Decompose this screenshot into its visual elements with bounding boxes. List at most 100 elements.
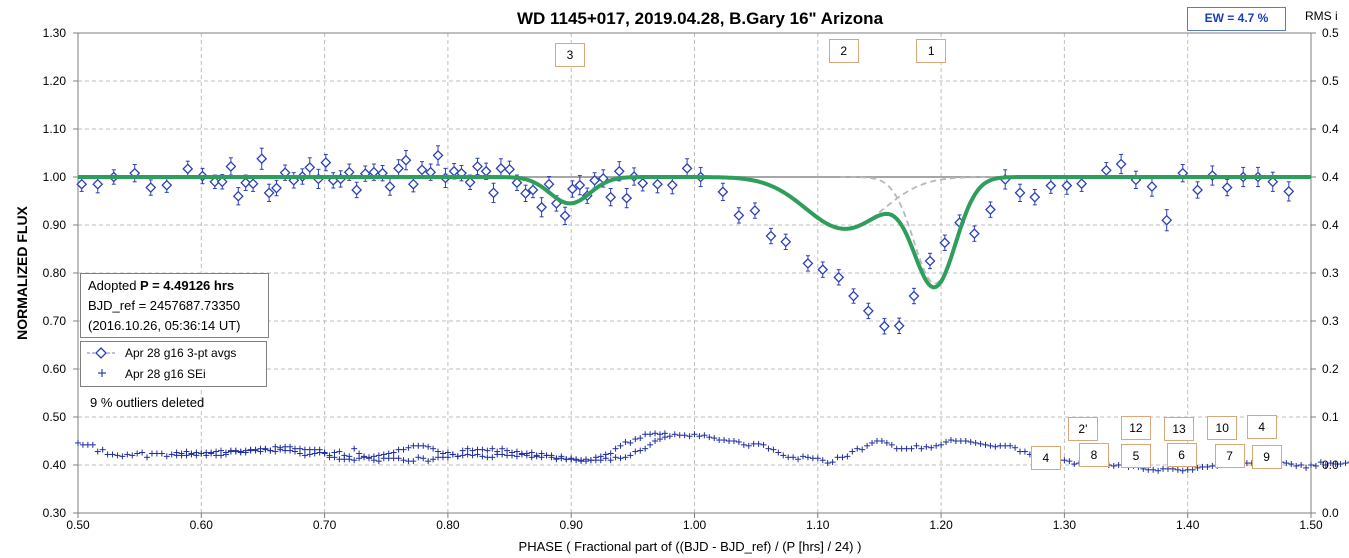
sei-point	[622, 438, 629, 445]
sei-point	[1189, 466, 1196, 473]
sei-point	[558, 453, 565, 460]
sei-point	[656, 436, 663, 443]
info-period: P = 4.49126 hrs	[140, 278, 235, 293]
sei-point	[1308, 462, 1314, 468]
sei-point	[878, 438, 885, 444]
avg-point	[1130, 170, 1142, 190]
sei-point	[696, 433, 703, 440]
sei-point	[489, 454, 496, 461]
sei-point	[420, 442, 427, 449]
avg-point	[129, 164, 141, 183]
avg-point	[1115, 153, 1127, 175]
avg-point	[1029, 188, 1041, 206]
avg-point	[765, 227, 777, 245]
sei-point	[765, 445, 772, 452]
sei-point	[824, 460, 831, 467]
sei-point	[449, 451, 456, 458]
sei-point	[1150, 466, 1157, 473]
avg-point	[304, 157, 316, 178]
sei-point	[775, 449, 782, 456]
avg-point	[780, 233, 792, 250]
sei-point	[509, 452, 516, 459]
sei-point	[607, 457, 614, 464]
y2-tick-label: 0.5	[1322, 26, 1339, 40]
sei-point	[439, 450, 446, 457]
avg-point	[543, 176, 555, 193]
avg-point	[327, 172, 339, 189]
sei-point	[425, 443, 432, 450]
sei-point	[178, 450, 185, 457]
avg-point	[908, 287, 920, 305]
avg-point	[400, 150, 412, 171]
x-tick-label: 0.60	[190, 518, 214, 532]
sei-point	[977, 440, 984, 447]
avg-point	[878, 318, 890, 335]
avg-point	[567, 180, 578, 198]
avg-point	[1177, 164, 1189, 183]
avg-point	[145, 179, 157, 196]
sei-point	[864, 442, 871, 449]
sei-point	[790, 454, 797, 461]
model-fit-curve	[78, 175, 1311, 290]
sei-point	[854, 445, 861, 452]
y2-tick-label: 0.4	[1322, 170, 1339, 184]
sei-point	[124, 451, 131, 458]
x-tick-label: 0.50	[66, 518, 90, 532]
sei-point	[607, 450, 614, 457]
sei-point	[390, 449, 397, 456]
sei-point	[346, 456, 353, 463]
model-fit	[78, 175, 1311, 290]
sei-point	[173, 449, 180, 456]
avg-point	[182, 160, 194, 178]
avg-point	[681, 158, 693, 179]
avg-series	[76, 145, 1295, 335]
sei-point	[287, 447, 294, 454]
sei-point	[232, 447, 239, 454]
sei-point	[913, 442, 920, 449]
sei-point	[849, 448, 856, 455]
avg-point	[1161, 209, 1173, 232]
x-tick-labels: 0.50 0.60 0.70 0.80 0.90 1.00 1.10 1.20 1.30 1.40…	[66, 518, 1323, 532]
sei-point	[89, 441, 96, 448]
sei-point	[459, 452, 466, 459]
sei-point	[400, 457, 407, 464]
x-tick-label: 1.20	[929, 518, 953, 532]
sei-point	[415, 454, 422, 461]
avg-point	[1146, 176, 1158, 197]
y2-tick-label: 0.0	[1322, 458, 1339, 472]
sei-point	[632, 448, 639, 455]
sei-point	[642, 445, 649, 452]
dip-label: 6	[1166, 443, 1197, 468]
legend-label-avgs: Apr 28 g16 3-pt avgs	[125, 346, 237, 360]
sei-point	[706, 434, 713, 441]
sei-point	[405, 444, 412, 451]
sei-point	[499, 451, 506, 458]
sei-point	[592, 454, 599, 461]
avg-point	[488, 182, 499, 203]
sei-point	[218, 447, 225, 454]
avg-point	[605, 188, 617, 207]
y-tick-label: 0.50	[43, 410, 67, 424]
sei-point	[1283, 460, 1290, 467]
sei-point	[99, 446, 106, 453]
x-tick-label: 1.50	[1299, 518, 1323, 532]
plot-frame	[77, 32, 1312, 514]
sei-point	[144, 454, 151, 461]
avg-point	[939, 234, 951, 251]
avg-point	[893, 317, 905, 334]
sei-point	[819, 457, 826, 464]
sei-point	[829, 459, 836, 466]
sei-point	[612, 454, 619, 461]
sei-point	[1312, 462, 1319, 469]
dip-label: 10	[1207, 415, 1238, 440]
sei-point	[262, 446, 269, 453]
sei-point	[947, 437, 954, 444]
ew-box	[1187, 7, 1286, 31]
sei-point	[1303, 464, 1310, 471]
sei-point	[484, 447, 491, 454]
sei-point	[972, 439, 979, 446]
sei-point	[859, 446, 866, 453]
sei-point	[227, 448, 234, 455]
sei-point	[1007, 442, 1014, 449]
sei-point	[119, 453, 126, 460]
